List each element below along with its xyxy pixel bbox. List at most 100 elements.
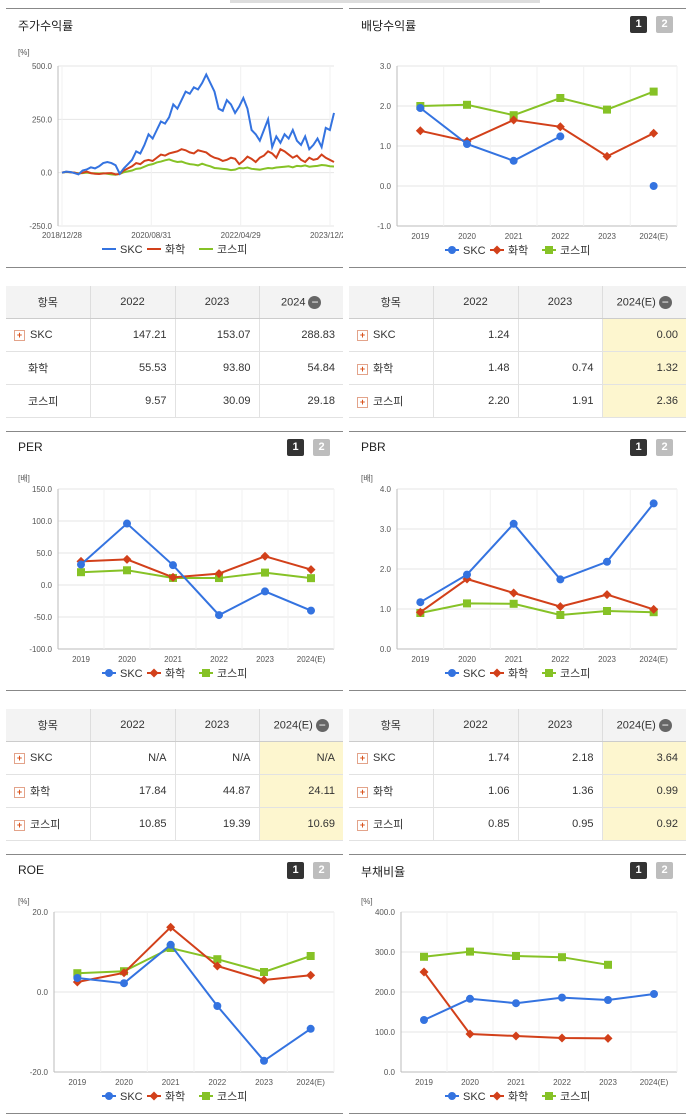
data-point-kospi <box>509 599 518 608</box>
row-label[interactable]: + 화학 <box>349 774 433 808</box>
x-tick-label: 2019 <box>415 1078 433 1087</box>
expand-icon[interactable]: + <box>357 396 368 408</box>
data-point-chem <box>166 922 176 932</box>
table-cell: 2.20 <box>432 384 518 418</box>
legend-marker <box>448 669 456 677</box>
collapse-icon[interactable]: − <box>658 718 672 732</box>
legend: SKC 화학 코스피 <box>102 1090 247 1103</box>
y-tick-label: 2.0 <box>380 102 392 111</box>
page-1-button[interactable]: 1 <box>630 16 647 33</box>
page-2-button[interactable]: 2 <box>656 862 673 879</box>
x-tick-label: 2021 <box>507 1078 525 1087</box>
series-line-kospi <box>77 946 311 975</box>
legend-marker <box>105 669 113 677</box>
collapse-icon[interactable]: − <box>315 718 329 732</box>
row-label[interactable]: + 화학 <box>349 351 433 385</box>
page-1-button[interactable]: 1 <box>630 439 647 456</box>
expand-icon[interactable]: + <box>357 363 368 375</box>
legend-label-skc: SKC <box>463 1091 486 1103</box>
y-tick-label: -250.0 <box>29 222 52 231</box>
legend-label-skc: SKC <box>463 245 486 257</box>
series-line-skc <box>77 943 312 1063</box>
table-cell: 55.53 <box>89 351 175 385</box>
table-cell: 0.99 <box>601 774 686 808</box>
x-tick-label: 2023 <box>598 655 616 664</box>
data-point-chem <box>122 554 132 564</box>
data-point-kospi <box>558 953 566 962</box>
row-label[interactable]: + SKC <box>349 318 433 352</box>
expand-icon[interactable]: + <box>357 329 368 341</box>
data-point-kospi <box>603 105 611 114</box>
x-tick-label: 2020/08/31 <box>131 231 172 240</box>
row-label[interactable]: + 화학 <box>6 774 90 808</box>
table-row: + 코스피 10.85 19.39 10.69 <box>6 807 343 841</box>
y-tick-label: 250.0 <box>32 115 53 124</box>
x-tick-label: 2020 <box>118 655 136 664</box>
expand-icon[interactable]: + <box>357 819 368 831</box>
data-point-skc <box>649 499 658 508</box>
stock-return-table: 항목 2022 2023 2024− + SKC 147.21 153.07 288.83 화학 5… <box>6 286 343 418</box>
table-cell: 153.07 <box>174 318 259 352</box>
expand-icon[interactable]: + <box>357 786 368 798</box>
x-tick-label: 2019 <box>68 1078 86 1087</box>
x-tick-label: 2024(E) <box>639 232 668 241</box>
page-1-button[interactable]: 1 <box>630 862 647 879</box>
row-label-text: 코스피 <box>30 819 61 831</box>
page-1-button[interactable]: 1 <box>287 439 304 456</box>
y-tick-label: 4.0 <box>380 485 392 494</box>
expand-icon[interactable]: + <box>357 752 368 764</box>
row-label[interactable]: + 코스피 <box>349 807 433 841</box>
row-label[interactable]: + SKC <box>6 318 90 352</box>
data-point-chem <box>415 607 425 617</box>
page-2-button[interactable]: 2 <box>313 439 330 456</box>
expand-icon[interactable]: + <box>14 819 25 831</box>
data-point-kospi <box>604 960 612 969</box>
page-2-button[interactable]: 2 <box>656 439 673 456</box>
table-cell: 29.18 <box>258 384 343 418</box>
data-point-skc <box>463 140 471 148</box>
pbr-table: 항목 2022 2023 2024(E) − + SKC 1.74 2.18 3.64 + 화학 1.0… <box>349 709 686 841</box>
x-tick-label: 2019 <box>72 655 90 664</box>
legend-marker <box>492 1091 502 1101</box>
expand-icon[interactable]: + <box>14 786 25 798</box>
table-row: + SKC N/A N/A N/A <box>6 741 343 775</box>
x-tick-label: 2022 <box>551 232 569 241</box>
panel-title: PBR <box>361 440 386 454</box>
data-point-chem <box>557 1033 567 1043</box>
collapse-icon[interactable]: − <box>308 295 322 309</box>
column-header-year: 2024(E) − <box>601 286 686 319</box>
row-label-text: 코스피 <box>373 396 404 408</box>
row-label[interactable]: + 코스피 <box>349 384 433 418</box>
column-header-label: 2023 <box>547 719 573 731</box>
series-line-chem <box>77 925 311 983</box>
row-label[interactable]: + 코스피 <box>6 807 90 841</box>
data-point-chem <box>603 1033 613 1043</box>
page-2-button[interactable]: 2 <box>313 862 330 879</box>
column-header-label: 2022 <box>463 719 488 731</box>
page-2-button[interactable]: 2 <box>656 16 673 33</box>
x-tick-label: 2021 <box>164 655 182 664</box>
y-tick-label: 0.0 <box>380 182 392 191</box>
row-label: 화학 <box>6 351 90 385</box>
x-tick-label: 2020 <box>115 1078 133 1087</box>
row-label[interactable]: + SKC <box>6 741 90 775</box>
data-point-kospi <box>649 87 658 96</box>
column-header-year: 2023 <box>174 709 259 742</box>
data-point-skc <box>307 606 315 615</box>
table-cell: 0.74 <box>517 351 602 385</box>
table-cell: 19.39 <box>174 807 259 841</box>
table-row: + SKC 147.21 153.07 288.83 <box>6 318 343 352</box>
expand-icon[interactable]: + <box>14 752 25 764</box>
data-point-skc <box>420 1016 428 1024</box>
table-cell: 1.24 <box>432 318 518 352</box>
series-line-skc <box>419 107 561 162</box>
table-cell: 1.91 <box>517 384 602 418</box>
data-point-chem <box>555 602 565 612</box>
roe-chart: [%]20.0 0.0 -20.0 2019 2020 2021 2022 2023 2024(… <box>18 897 335 1103</box>
series-line-chem <box>420 118 655 158</box>
row-label[interactable]: + SKC <box>349 741 433 775</box>
page-1-button[interactable]: 1 <box>287 862 304 879</box>
collapse-icon[interactable]: − <box>658 295 672 309</box>
expand-icon[interactable]: + <box>14 329 25 341</box>
data-point-chem <box>602 590 612 600</box>
